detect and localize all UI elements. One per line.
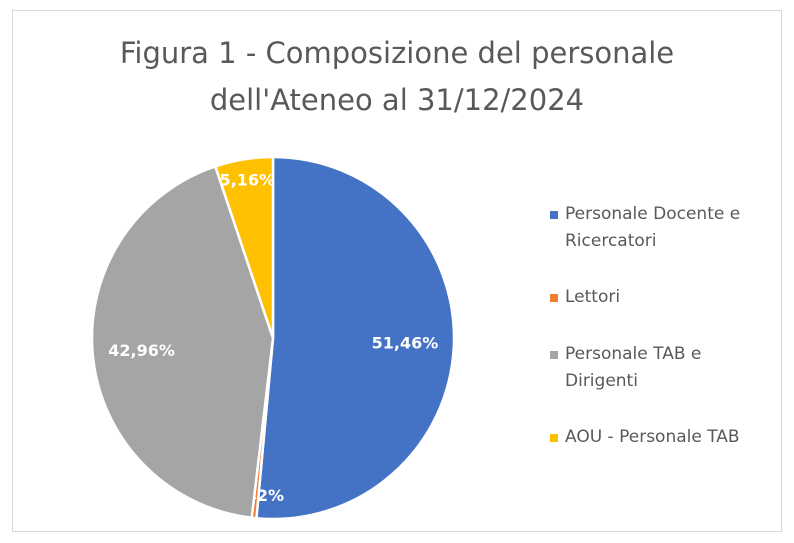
pie-slice bbox=[255, 155, 456, 521]
legend: Personale Docente e Ricercatori Lettori Pe… bbox=[550, 201, 775, 451]
data-label: 42,96% bbox=[108, 341, 175, 360]
chart-title: Figura 1 - Composizione del personale de… bbox=[119, 36, 675, 117]
data-label: 51,46% bbox=[372, 334, 439, 353]
legend-swatch bbox=[550, 433, 558, 442]
legend-item: Lettori bbox=[550, 284, 775, 311]
legend-swatch bbox=[550, 211, 558, 219]
legend-item: Personale Docente e Ricercatori bbox=[550, 201, 775, 255]
legend-label: Personale Docente e Ricercatori bbox=[565, 204, 741, 251]
legend-label: Lettori bbox=[565, 287, 621, 308]
legend-swatch bbox=[550, 350, 558, 359]
legend-label: Personale TAB e Dirigenti bbox=[565, 343, 702, 391]
pie-slice bbox=[213, 155, 275, 339]
legend-label: AOU - Personale TAB bbox=[565, 426, 740, 447]
legend-item: AOU - Personale TAB bbox=[550, 424, 775, 451]
chart-border bbox=[12, 10, 782, 532]
legend-swatch bbox=[550, 294, 558, 303]
pie-slice bbox=[90, 164, 275, 520]
data-label: 5,16% bbox=[220, 170, 276, 189]
legend-item: Personale TAB e Dirigenti bbox=[550, 341, 775, 395]
